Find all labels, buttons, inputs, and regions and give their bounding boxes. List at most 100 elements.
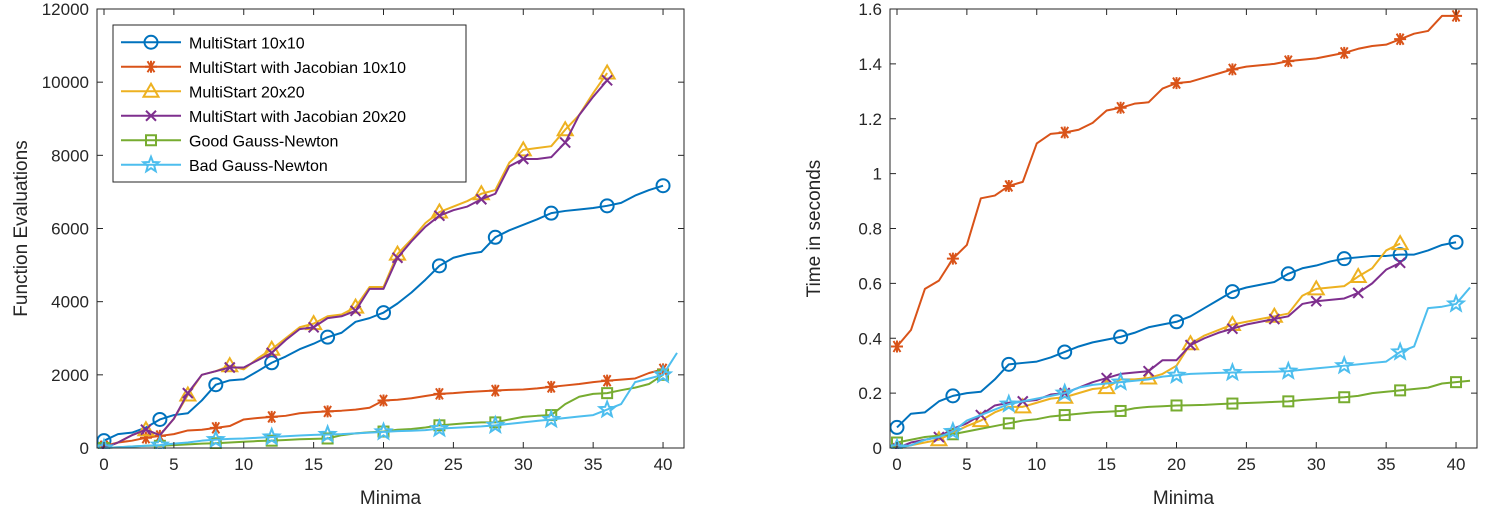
data-point-multistart-with-jacobian-10x10-24 bbox=[433, 387, 446, 400]
y-tick-label: 0.2 bbox=[858, 384, 882, 403]
x-tick-label: 40 bbox=[654, 455, 673, 474]
data-point-multistart-10x10-36 bbox=[1392, 247, 1408, 263]
legend-entry-good-gauss-newton: Good Gauss-Newton bbox=[121, 133, 338, 150]
legend-marker-multistart-20x20 bbox=[141, 81, 161, 98]
y-tick-label: 1.4 bbox=[858, 55, 882, 74]
series-bad-gauss-newton bbox=[890, 286, 1471, 449]
x-axis-label: Minima bbox=[360, 488, 422, 508]
data-point-multistart-with-jacobian-10x10-28 bbox=[1282, 55, 1295, 68]
data-point-multistart-20x20-30 bbox=[514, 140, 533, 157]
series-line-bad-gauss-newton bbox=[896, 286, 1471, 449]
y-tick-label: 0.8 bbox=[858, 220, 882, 239]
data-point-multistart-with-jacobian-10x10-12 bbox=[1058, 126, 1071, 139]
y-tick-label: 4000 bbox=[51, 293, 89, 312]
series-bad-gauss-newton bbox=[97, 352, 678, 449]
legend-box bbox=[112, 24, 467, 183]
data-point-multistart-10x10-8 bbox=[1001, 356, 1017, 372]
legend-marker-bad-gauss-newton bbox=[140, 153, 162, 174]
y-tick-label: 0.6 bbox=[858, 274, 882, 293]
legend-label: Bad Gauss-Newton bbox=[189, 158, 328, 175]
data-point-bad-gauss-newton-20 bbox=[1166, 364, 1187, 385]
data-point-bad-gauss-newton-20 bbox=[373, 421, 394, 441]
x-tick-label: 35 bbox=[584, 455, 603, 474]
data-point-multistart-with-jacobian-10x10-20 bbox=[377, 394, 390, 407]
data-point-multistart-10x10-40 bbox=[655, 178, 671, 194]
data-point-multistart-10x10-20 bbox=[1169, 314, 1185, 330]
data-point-multistart-with-jacobian-20x20-12 bbox=[265, 347, 278, 359]
legend-label: MultiStart with Jacobian 10x10 bbox=[189, 60, 406, 77]
data-point-multistart-10x10-28 bbox=[487, 229, 503, 245]
data-point-bad-gauss-newton-24 bbox=[1222, 361, 1243, 382]
legend-label: MultiStart with Jacobian 20x20 bbox=[189, 109, 406, 126]
y-tick-label: 1 bbox=[873, 165, 882, 184]
data-point-bad-gauss-newton-32 bbox=[1333, 354, 1355, 375]
y-axis-label: Time in seconds bbox=[804, 160, 825, 298]
x-tick-label: 30 bbox=[1307, 455, 1326, 474]
data-point-bad-gauss-newton-4 bbox=[942, 420, 964, 441]
data-point-multistart-20x20-18 bbox=[1139, 368, 1158, 385]
data-point-multistart-with-jacobian-10x10-0 bbox=[890, 340, 903, 353]
data-point-good-gauss-newton-24 bbox=[1226, 397, 1239, 410]
data-point-good-gauss-newton-12 bbox=[265, 434, 278, 447]
data-point-multistart-20x20-30 bbox=[1307, 279, 1326, 296]
function-evaluations-chart: 0 5 10 15 20 25 30 35 40 0 2000 4000 6000 8000 10000 12… bbox=[11, 0, 685, 508]
data-point-multistart-10x10-4 bbox=[152, 411, 168, 427]
x-tick-label: 5 bbox=[962, 455, 971, 474]
data-point-bad-gauss-newton-36 bbox=[596, 398, 618, 419]
legend-marker-multistart-with-jacobian-20x20 bbox=[145, 110, 157, 122]
series-line-multistart-20x20 bbox=[896, 242, 1401, 449]
data-point-multistart-with-jacobian-20x20-36 bbox=[601, 74, 613, 87]
x-tick-label: 30 bbox=[514, 455, 533, 474]
data-point-multistart-10x10-32 bbox=[543, 205, 559, 221]
data-point-multistart-20x20-6 bbox=[178, 385, 198, 402]
data-point-multistart-with-jacobian-20x20-9 bbox=[224, 361, 236, 374]
data-point-bad-gauss-newton-0 bbox=[97, 437, 115, 449]
data-point-multistart-with-jacobian-10x10-40 bbox=[1450, 9, 1463, 22]
legend-label: Good Gauss-Newton bbox=[189, 133, 338, 150]
y-tick-label: 8000 bbox=[51, 146, 89, 165]
data-point-multistart-with-jacobian-20x20-30 bbox=[1310, 295, 1322, 307]
data-point-good-gauss-newton-8 bbox=[1002, 417, 1015, 430]
data-point-multistart-with-jacobian-20x20-27 bbox=[1268, 313, 1281, 325]
data-point-multistart-10x10-16 bbox=[1113, 329, 1129, 345]
series-line-good-gauss-newton bbox=[896, 379, 1471, 444]
y-tick-label: 0 bbox=[80, 439, 89, 458]
data-point-multistart-10x10-4 bbox=[945, 388, 961, 404]
legend-entry-multistart-10x10: MultiStart 10x10 bbox=[121, 34, 305, 52]
data-point-multistart-with-jacobian-10x10-20 bbox=[1170, 77, 1183, 90]
series-group bbox=[890, 9, 1471, 449]
data-point-multistart-with-jacobian-10x10-32 bbox=[1338, 46, 1351, 59]
legend-label: MultiStart 10x10 bbox=[189, 35, 305, 52]
data-point-multistart-with-jacobian-10x10-16 bbox=[1114, 101, 1127, 114]
y-tick-label: 1.2 bbox=[858, 110, 882, 129]
data-point-multistart-10x10-32 bbox=[1336, 251, 1352, 267]
series-line-multistart-10x10 bbox=[103, 184, 664, 442]
series-group bbox=[97, 63, 678, 449]
series-multistart-10x10 bbox=[890, 234, 1464, 435]
data-point-bad-gauss-newton-40 bbox=[652, 364, 674, 384]
series-line-multistart-10x10 bbox=[896, 241, 1457, 429]
data-point-multistart-with-jacobian-20x20-3 bbox=[140, 424, 152, 436]
x-tick-label: 10 bbox=[1027, 455, 1046, 474]
data-point-multistart-with-jacobian-20x20-36 bbox=[1394, 257, 1406, 269]
data-point-multistart-with-jacobian-10x10-12 bbox=[265, 410, 278, 423]
data-point-multistart-with-jacobian-10x10-3 bbox=[139, 431, 152, 444]
data-point-multistart-10x10-12 bbox=[1057, 344, 1073, 360]
axes: 0 5 10 15 20 25 30 35 40 0 0.2 0.4 0.6 0.8 1 1.2 1.4 1.6 bbox=[858, 0, 1478, 474]
data-point-bad-gauss-newton-16 bbox=[317, 423, 338, 444]
x-tick-label: 0 bbox=[892, 455, 901, 474]
data-point-multistart-with-jacobian-20x20-18 bbox=[1142, 365, 1155, 377]
data-point-bad-gauss-newton-8 bbox=[205, 428, 227, 449]
series-multistart-with-jacobian-10x10 bbox=[890, 9, 1463, 353]
data-point-multistart-with-jacobian-20x20-21 bbox=[391, 252, 404, 264]
x-tick-label: 35 bbox=[1377, 455, 1396, 474]
y-axis-label: Function Evaluations bbox=[11, 140, 32, 316]
x-tick-label: 40 bbox=[1447, 455, 1466, 474]
y-tick-label: 2000 bbox=[51, 366, 89, 385]
time-in-seconds-chart: 0 5 10 15 20 25 30 35 40 0 0.2 0.4 0.6 0.8 1 1.2 1.4 1.6 M… bbox=[804, 0, 1478, 508]
data-point-multistart-with-jacobian-10x10-8 bbox=[1002, 179, 1015, 193]
legend-marker-multistart-10x10 bbox=[143, 34, 159, 50]
data-point-multistart-20x20-3 bbox=[136, 420, 156, 437]
data-point-good-gauss-newton-36 bbox=[1394, 384, 1407, 397]
data-point-bad-gauss-newton-16 bbox=[1110, 371, 1131, 391]
